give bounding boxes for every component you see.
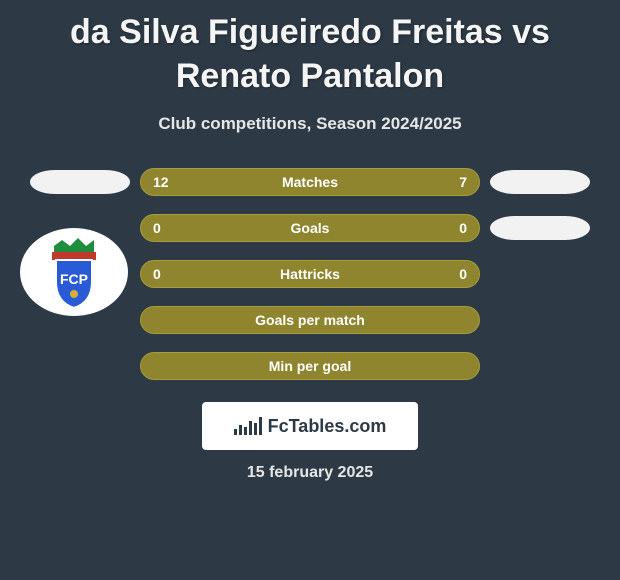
logo-text: FcTables.com — [268, 416, 387, 437]
stat-right-value: 0 — [459, 220, 467, 236]
stat-bar: 12Matches7 — [140, 168, 480, 196]
stat-bar: 0Goals0 — [140, 214, 480, 242]
date-text: 15 february 2025 — [0, 464, 620, 482]
subtitle: Club competitions, Season 2024/2025 — [0, 114, 620, 134]
left-side — [20, 170, 140, 194]
svg-text:FCP: FCP — [60, 271, 88, 287]
logo-bar — [244, 427, 247, 435]
stat-bar: 0Hattricks0 — [140, 260, 480, 288]
stat-label: Matches — [141, 174, 479, 190]
stat-bar: Min per goal — [140, 352, 480, 380]
logo-bar — [259, 417, 262, 435]
stat-label: Hattricks — [141, 266, 479, 282]
comparison-card: da Silva Figueiredo Freitas vs Renato Pa… — [0, 0, 620, 580]
logo-bar — [249, 421, 252, 435]
stat-right-value: 7 — [459, 174, 467, 190]
crest-icon: FCP — [34, 232, 114, 312]
stat-bar: Goals per match — [140, 306, 480, 334]
stat-left-value: 0 — [153, 266, 161, 282]
left-pill — [30, 170, 130, 194]
stat-label: Min per goal — [141, 358, 479, 374]
right-pill — [490, 216, 590, 240]
stat-row: 12Matches7 — [0, 168, 620, 196]
logo-bar — [234, 429, 237, 435]
stat-left-value: 12 — [153, 174, 169, 190]
stat-left-value: 0 — [153, 220, 161, 236]
logo-bars-icon — [234, 417, 262, 435]
right-side — [480, 216, 600, 240]
right-pill — [490, 170, 590, 194]
page-title: da Silva Figueiredo Freitas vs Renato Pa… — [0, 0, 620, 98]
logo-bar — [254, 423, 257, 435]
logo-bar — [239, 425, 242, 435]
stat-label: Goals — [141, 220, 479, 236]
stat-row: Min per goal — [0, 352, 620, 380]
stat-right-value: 0 — [459, 266, 467, 282]
fctables-logo: FcTables.com — [202, 402, 418, 450]
club-crest: FCP — [20, 228, 128, 316]
right-side — [480, 170, 600, 194]
stat-label: Goals per match — [141, 312, 479, 328]
